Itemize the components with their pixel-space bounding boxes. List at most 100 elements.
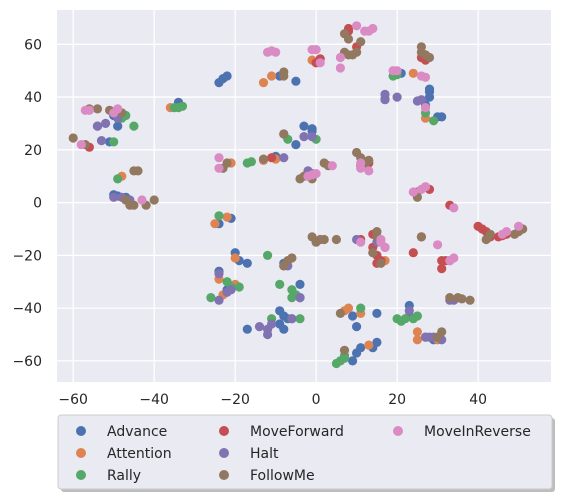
- point-attention: [230, 253, 240, 263]
- point-followme: [376, 258, 386, 268]
- y-axis-ticks: −60 −40 −20 0 20 40 60: [12, 37, 42, 370]
- point-followme: [339, 345, 350, 355]
- point-halt: [254, 322, 265, 332]
- point-advance: [437, 112, 447, 122]
- y-tick-label: 40: [24, 90, 42, 106]
- point-followme: [485, 229, 495, 239]
- point-advance: [348, 311, 358, 321]
- point-halt: [101, 118, 111, 128]
- x-tick-label: −40: [139, 392, 169, 408]
- point-halt: [404, 306, 414, 316]
- point-advance: [291, 76, 301, 86]
- point-halt: [287, 314, 297, 324]
- point-followme: [352, 47, 362, 57]
- point-moveinreverse: [501, 227, 512, 237]
- legend-marker-advance: [76, 426, 86, 436]
- point-rally: [206, 293, 216, 303]
- point-moveinreverse: [311, 169, 321, 179]
- point-moveinreverse: [420, 72, 431, 82]
- point-followme: [424, 52, 435, 63]
- point-halt: [416, 95, 426, 105]
- legend-marker-rally: [76, 470, 86, 480]
- point-rally: [295, 314, 305, 324]
- point-advance: [299, 121, 309, 131]
- point-attention: [412, 335, 422, 345]
- point-moveinreverse: [327, 161, 337, 171]
- data-points: [68, 21, 528, 369]
- point-rally: [263, 250, 273, 260]
- point-moveinreverse: [356, 163, 366, 173]
- point-moveinreverse: [420, 103, 431, 113]
- point-moveinreverse: [271, 47, 281, 57]
- point-followme: [133, 166, 143, 176]
- point-moveinreverse: [449, 203, 459, 213]
- y-tick-label: 60: [24, 37, 42, 53]
- point-moveforward: [437, 264, 447, 274]
- legend-label-halt: Halt: [250, 446, 279, 462]
- point-rally: [275, 279, 285, 289]
- point-moveinreverse: [113, 104, 123, 114]
- point-followme: [457, 294, 467, 304]
- legend-marker-attention: [76, 448, 86, 458]
- point-moveforward: [408, 248, 418, 258]
- point-attention: [412, 327, 422, 337]
- point-halt: [299, 132, 309, 142]
- point-halt: [214, 295, 224, 305]
- point-moveinreverse: [408, 187, 418, 197]
- point-advance: [372, 337, 382, 347]
- x-tick-label: −20: [220, 392, 250, 408]
- legend-label-attention: Attention: [107, 446, 172, 462]
- point-followme: [279, 67, 289, 77]
- legend-marker-followme: [219, 470, 229, 480]
- point-rally: [234, 282, 244, 292]
- point-moveinreverse: [380, 242, 390, 252]
- point-halt: [109, 192, 119, 202]
- point-rally: [246, 157, 256, 167]
- point-moveinreverse: [315, 58, 325, 68]
- point-moveinreverse: [352, 21, 362, 31]
- point-followme: [368, 248, 378, 258]
- point-advance: [348, 356, 358, 366]
- point-moveinreverse: [420, 182, 431, 192]
- point-followme: [416, 42, 426, 52]
- point-advance: [424, 84, 435, 94]
- point-halt: [263, 329, 273, 340]
- point-moveinreverse: [356, 237, 366, 247]
- point-advance: [113, 121, 123, 131]
- point-advance: [242, 324, 252, 334]
- point-followme: [356, 37, 366, 47]
- point-rally: [412, 311, 422, 321]
- legend: Advance Attention Rally MoveForward Halt Foll…: [57, 414, 555, 492]
- point-advance: [275, 306, 285, 316]
- x-tick-label: 40: [469, 392, 487, 408]
- point-halt: [96, 136, 107, 146]
- point-attention: [408, 68, 418, 78]
- point-moveinreverse: [392, 66, 402, 76]
- point-halt: [279, 153, 289, 163]
- legend-box: [57, 414, 553, 490]
- point-moveinreverse: [335, 52, 345, 63]
- legend-label-moveinreverse: MoveInReverse: [424, 424, 531, 440]
- point-attention: [222, 212, 232, 222]
- legend-label-advance: Advance: [107, 424, 167, 440]
- point-halt: [226, 285, 236, 295]
- point-followme: [319, 234, 329, 245]
- point-halt: [267, 319, 277, 329]
- legend-marker-halt: [219, 448, 229, 458]
- point-rally: [356, 303, 366, 313]
- point-rally: [429, 116, 439, 126]
- point-attention: [267, 71, 277, 81]
- legend-marker-moveinreverse: [393, 426, 403, 436]
- point-advance: [372, 308, 382, 318]
- point-followme: [68, 133, 78, 143]
- point-halt: [295, 293, 305, 303]
- y-tick-label: 20: [24, 143, 42, 159]
- point-moveinreverse: [364, 166, 374, 176]
- point-advance: [242, 258, 252, 268]
- point-rally: [400, 314, 410, 324]
- x-axis-ticks: −60 −40 −20 0 20 40: [58, 392, 487, 408]
- point-halt: [307, 132, 317, 142]
- legend-label-rally: Rally: [107, 468, 141, 484]
- point-moveinreverse: [449, 253, 459, 263]
- point-attention: [364, 340, 374, 350]
